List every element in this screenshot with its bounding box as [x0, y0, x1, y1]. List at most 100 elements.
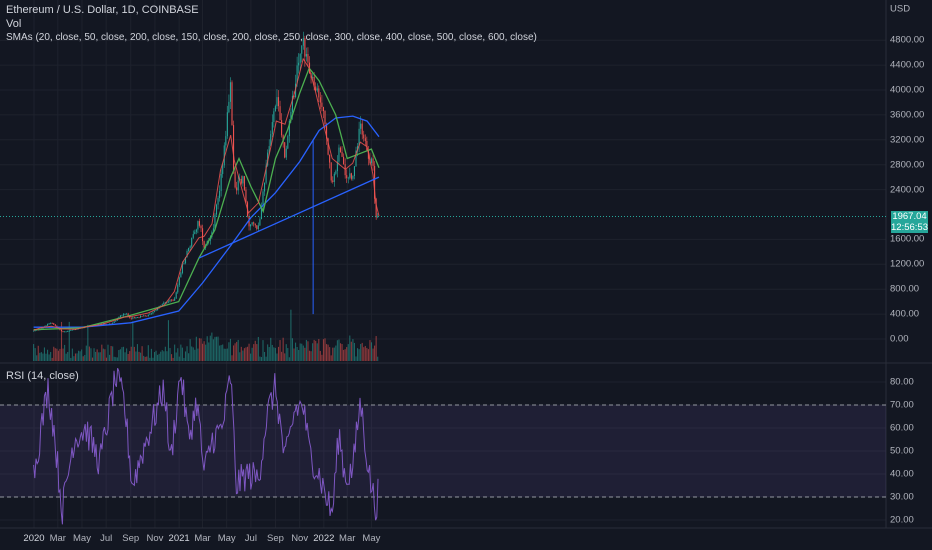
candle-body — [202, 228, 204, 242]
candle-body — [146, 315, 148, 317]
volume-bar — [254, 340, 256, 361]
volume-bar — [208, 342, 210, 361]
candle-body — [124, 314, 126, 315]
volume-bar — [293, 348, 295, 361]
candle-body — [279, 106, 281, 121]
volume-bar — [349, 335, 351, 361]
volume-bar — [233, 345, 235, 361]
volume-bar — [260, 357, 263, 361]
volume-bar — [228, 342, 230, 361]
candle-body — [164, 302, 166, 304]
candle-body — [177, 285, 179, 293]
candle-body — [316, 88, 318, 91]
volume-bar — [191, 346, 193, 361]
volume-bar — [223, 348, 225, 361]
candle-body — [189, 246, 191, 248]
rsi-tick-label: 50.00 — [890, 445, 914, 457]
volume-bar — [364, 345, 366, 361]
volume-bar — [175, 352, 177, 361]
candle-body — [251, 222, 253, 225]
sma-20-line — [33, 57, 380, 331]
price-tick-label: 4400.00 — [890, 59, 925, 71]
candle-body — [274, 106, 276, 112]
volume-bar — [276, 353, 278, 361]
candle-body — [191, 237, 193, 247]
volume-bar — [251, 347, 253, 361]
volume-bar — [57, 350, 59, 361]
volume-bar — [301, 343, 303, 361]
candle-body — [240, 178, 242, 184]
volume-bar — [295, 342, 297, 361]
volume-bar — [188, 353, 190, 361]
time-tick-label: 2022 — [313, 533, 335, 544]
price-tick-label: 3200.00 — [890, 134, 925, 146]
candle-body — [288, 120, 290, 137]
volume-bar — [267, 344, 269, 361]
volume-bar — [265, 356, 267, 361]
volume-bar — [322, 339, 325, 361]
candle-body — [353, 166, 356, 177]
volume-bar — [50, 351, 52, 361]
volume-bar — [65, 353, 67, 361]
volume-bar — [347, 344, 349, 361]
volume-bar — [36, 355, 38, 361]
time-tick-label: Jul — [100, 533, 113, 544]
volume-bar — [40, 352, 42, 361]
volume-bar — [121, 347, 123, 361]
candle-body — [214, 214, 216, 229]
volume-bar — [316, 343, 318, 361]
time-tick-label: Mar — [49, 533, 66, 544]
candle-body — [150, 313, 152, 315]
candle-body — [273, 111, 275, 123]
volume-bar — [82, 356, 84, 361]
candle-body — [175, 292, 177, 299]
volume-bar — [205, 344, 207, 361]
volume-bar — [107, 344, 109, 361]
candle-body — [119, 315, 121, 318]
volume-bar — [375, 336, 377, 361]
candle-body — [56, 325, 58, 328]
rsi-tick-label: 20.00 — [890, 514, 914, 526]
candle-body — [104, 323, 106, 325]
candle-body — [271, 122, 273, 135]
candle-body — [253, 222, 255, 224]
candle-body — [364, 138, 366, 142]
candle-body — [335, 171, 337, 174]
volume-bar — [377, 356, 379, 361]
volume-bars — [33, 309, 379, 361]
candle-body — [318, 88, 320, 98]
candle-body — [363, 134, 365, 139]
volume-bar — [273, 347, 275, 361]
candle-body — [225, 136, 227, 146]
candle-body — [64, 331, 66, 333]
time-tick-label: 2021 — [168, 533, 190, 544]
volume-bar — [56, 348, 58, 361]
candle-body — [242, 176, 244, 184]
volume-bar — [152, 357, 154, 361]
volume-bar — [372, 348, 374, 361]
rsi-legend: RSI (14, close) — [6, 370, 79, 382]
time-tick-label: Mar — [339, 533, 356, 544]
volume-bar — [339, 343, 342, 361]
volume-bar — [37, 345, 39, 361]
volume-bar — [124, 352, 126, 361]
candle-body — [132, 317, 134, 319]
candle-body — [276, 97, 278, 107]
volume-bar — [110, 345, 112, 361]
volume-bar — [240, 346, 242, 361]
candle-body — [99, 323, 101, 325]
candle-body — [264, 182, 266, 192]
candle-body — [257, 225, 259, 229]
volume-bar — [33, 344, 35, 361]
volume-bar — [105, 357, 108, 361]
candle-body — [372, 158, 374, 166]
price-tick-label: 4000.00 — [890, 84, 925, 96]
volume-bar — [104, 349, 106, 361]
volume-bar — [180, 344, 182, 361]
candle-body — [220, 173, 222, 191]
price-tick-label: 400.00 — [890, 308, 920, 320]
time-tick-label: Mar — [194, 533, 211, 544]
volume-bar — [135, 351, 137, 361]
candle-body — [245, 189, 247, 203]
